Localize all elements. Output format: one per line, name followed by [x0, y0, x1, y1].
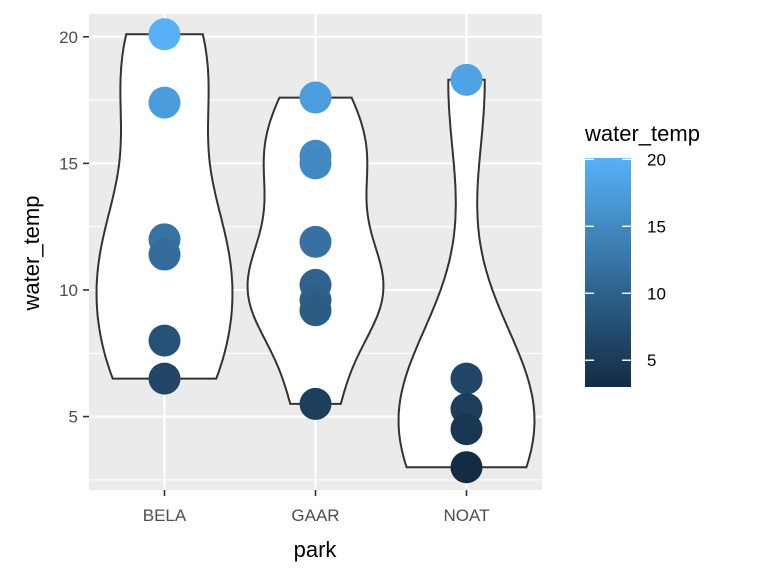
violin-noat	[397, 78, 536, 469]
y-tick-label: 15	[59, 154, 78, 173]
colorbar-label: 20	[647, 150, 666, 169]
data-point	[148, 324, 181, 357]
colorbar-gradient	[585, 158, 631, 387]
violin-bela	[95, 33, 234, 380]
data-point	[148, 18, 181, 51]
data-point	[299, 147, 332, 180]
data-point	[450, 413, 483, 446]
y-tick-label: 5	[69, 408, 78, 427]
data-point	[450, 451, 483, 484]
colorbar-label: 10	[647, 284, 666, 303]
y-tick-label: 10	[59, 281, 78, 300]
colorbar-ticks: 5 10 15 20	[585, 150, 666, 370]
data-point	[148, 86, 181, 119]
data-point	[148, 362, 181, 395]
data-point	[299, 387, 332, 420]
colorbar-label: 5	[647, 351, 656, 370]
axes: 5 10 15 20 BELA GAAR NOAT	[59, 28, 489, 525]
data-point	[299, 81, 332, 114]
colorbar-legend: water_temp 5 10 15 20	[584, 121, 700, 387]
x-axis-title: park	[294, 537, 338, 562]
x-tick-label: BELA	[143, 506, 187, 525]
legend-title: water_temp	[584, 121, 700, 146]
y-tick-label: 20	[59, 28, 78, 47]
data-point	[450, 362, 483, 395]
data-point	[299, 294, 332, 327]
colorbar-label: 15	[647, 217, 666, 236]
x-tick-label: NOAT	[444, 506, 490, 525]
x-tick-label: GAAR	[291, 506, 339, 525]
data-point	[299, 225, 332, 258]
data-point	[450, 63, 483, 96]
y-axis-title: water_temp	[19, 196, 44, 312]
point-layer	[148, 18, 483, 484]
data-point	[148, 238, 181, 271]
colorbar	[585, 158, 631, 387]
